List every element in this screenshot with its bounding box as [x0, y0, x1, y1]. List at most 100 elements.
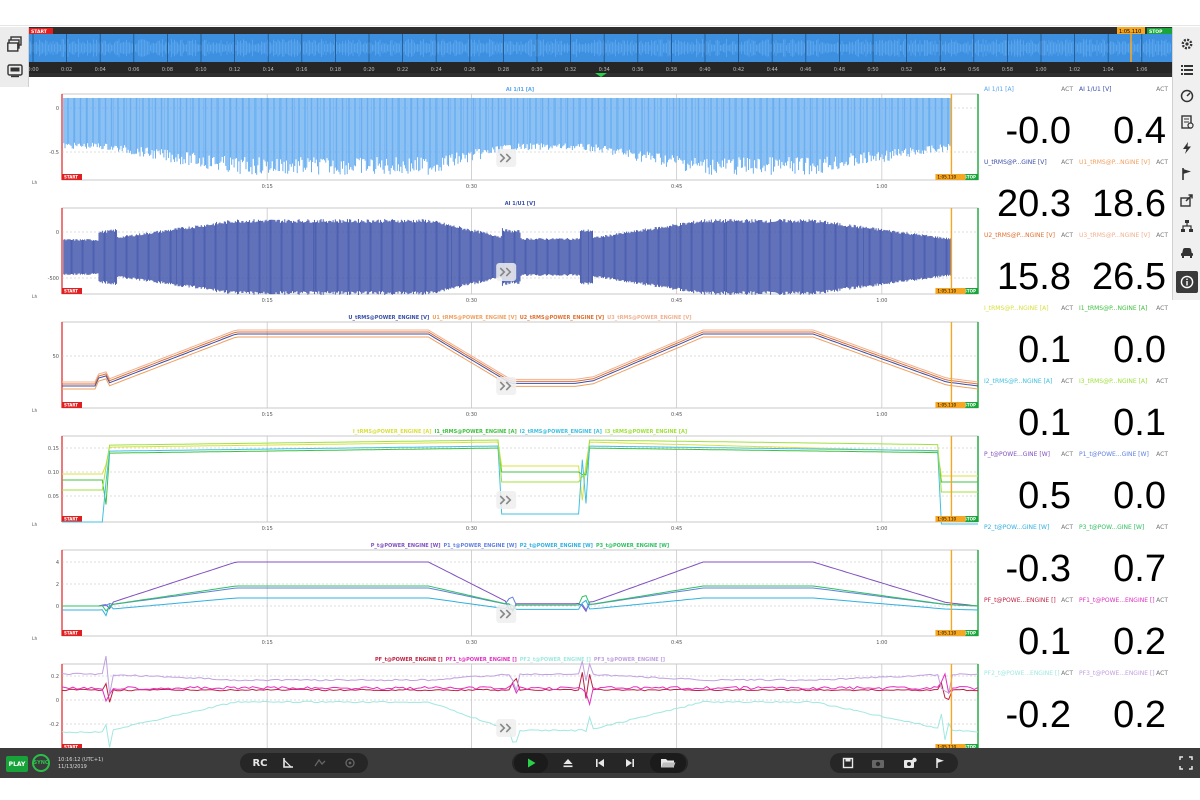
- cursor-flag[interactable]: [935, 288, 966, 294]
- value-cell[interactable]: I1_tRMS@P...NGINE [A] ACT 0.0: [1077, 303, 1172, 376]
- open-folder-icon[interactable]: [650, 753, 686, 773]
- value-cell[interactable]: PF3_t@POWE...ENGINE [] ACT 0.2: [1077, 668, 1172, 741]
- value-cell[interactable]: PF2_t@POWE...ENGINE [] ACT -0.2: [982, 668, 1077, 741]
- eject-icon[interactable]: [554, 753, 582, 773]
- chevron-panel[interactable]: [496, 377, 517, 395]
- value-cell[interactable]: PF1_t@POWE...ENGINE [] ACT 0.2: [1077, 595, 1172, 668]
- chevron-panel[interactable]: [496, 605, 517, 623]
- layers-icon[interactable]: [4, 33, 25, 55]
- value-cell[interactable]: P1_t@POWE...GINE [W] ACT 0.0: [1077, 449, 1172, 522]
- chart-panel-4[interactable]: 0:15 0:30 0:45 1:00 I_tRMS@POWER_ENGINE [A] I…: [30, 426, 982, 538]
- value-channel-label: PF1_t@POWE...ENGINE []: [1079, 597, 1155, 604]
- car-icon[interactable]: [1176, 241, 1198, 263]
- list-icon[interactable]: [1176, 59, 1198, 81]
- stop-marker[interactable]: [962, 288, 978, 294]
- double-chevron-icon[interactable]: [499, 609, 512, 619]
- value-cell[interactable]: U1_tRMS@P...NGINE [V] ACT 18.6: [1077, 157, 1172, 230]
- cursor-flag[interactable]: [935, 402, 966, 408]
- overview-start-marker[interactable]: [29, 28, 53, 34]
- report-icon[interactable]: [1176, 111, 1198, 133]
- play-button[interactable]: PLAY: [6, 756, 28, 772]
- double-chevron-icon[interactable]: [499, 267, 512, 277]
- chart-panel-1[interactable]: 0:15 0:30 0:45 1:00 AI 1/I1 [A] START STOP Lh 0 -…: [30, 84, 982, 196]
- y-tick-label: -500: [48, 276, 59, 282]
- value-cell[interactable]: I2_tRMS@P...NGINE [A] ACT 0.1: [982, 376, 1077, 449]
- stop-marker[interactable]: [962, 402, 978, 408]
- chart-panel-3[interactable]: 0:15 0:30 0:45 1:00 U_tRMS@POWER_ENGINE [V] U…: [30, 312, 982, 424]
- chart-title: PF_t@POWER_ENGINE [] PF1_t@POWER_ENGINE […: [375, 657, 665, 663]
- cursor-flag[interactable]: [935, 744, 966, 750]
- value-cell[interactable]: P3_t@POW...GINE [W] ACT 0.7: [1077, 522, 1172, 595]
- start-marker[interactable]: [62, 630, 82, 636]
- target-icon[interactable]: [336, 753, 364, 773]
- chart-title-series: AI 1/U1 [V]: [505, 201, 536, 207]
- value-cell[interactable]: AI 1/I1 [A] ACT -0.0: [982, 84, 1077, 157]
- y-unit-label: Lh: [32, 408, 38, 414]
- chart-title-series: I2_tRMS@POWER_ENGINE [A]: [520, 429, 602, 435]
- start-marker[interactable]: [62, 744, 82, 750]
- value-channel-label: I1_tRMS@P...NGINE [A]: [1079, 305, 1148, 312]
- skip-back-icon[interactable]: [586, 753, 614, 773]
- overview-timeline[interactable]: 0:00 0:02 0:04 0:06 0:08 0:10 0:12 0:14 0:16 0:18…: [29, 27, 1172, 77]
- value-cell[interactable]: U3_tRMS@P...NGINE [V] ACT 26.5: [1077, 230, 1172, 303]
- network-icon[interactable]: [1176, 215, 1198, 237]
- marker-flag-icon[interactable]: [926, 753, 954, 773]
- chevron-panel[interactable]: [496, 149, 517, 167]
- value-cell[interactable]: P_t@POWE...GINE [W] ACT 0.5: [982, 449, 1077, 522]
- chart-panel-5[interactable]: 0:15 0:30 0:45 1:00 P_t@POWER_ENGINE [W] P1_t…: [30, 540, 982, 652]
- stop-marker[interactable]: [962, 174, 978, 180]
- double-chevron-icon[interactable]: [499, 723, 512, 733]
- chevron-panel[interactable]: [496, 263, 517, 281]
- chart-panel-6[interactable]: 0:150:300:451:00PF_t@POWER_ENGINE []PF1_…: [30, 654, 982, 766]
- chart-title-series: PF1_t@POWER_ENGINE []: [446, 657, 517, 663]
- start-marker[interactable]: [62, 288, 82, 294]
- value-cell[interactable]: AI 1/U1 [V] ACT 0.4: [1077, 84, 1172, 157]
- save-icon[interactable]: [834, 753, 862, 773]
- lightning-icon[interactable]: [1176, 137, 1198, 159]
- settings-photo-icon[interactable]: [896, 753, 924, 773]
- play-icon[interactable]: [514, 753, 548, 773]
- overview-tick-label: 0:50: [867, 67, 878, 73]
- value-cell[interactable]: U_tRMS@P...GINE [V] ACT 20.3: [982, 157, 1077, 230]
- camera-icon[interactable]: [864, 753, 892, 773]
- chevron-panel[interactable]: [496, 491, 517, 509]
- overview-tick-label: 0:34: [599, 67, 610, 73]
- double-chevron-icon[interactable]: [499, 153, 512, 163]
- start-marker[interactable]: [62, 516, 82, 522]
- fullscreen-icon[interactable]: [1172, 753, 1200, 773]
- start-marker[interactable]: [62, 402, 82, 408]
- chart-panel-2[interactable]: 0:15 0:30 0:45 1:00 AI 1/U1 [V] START STOP Lh 0 -…: [30, 198, 982, 310]
- sync-button[interactable]: SYNC: [32, 754, 50, 772]
- chart-title: U_tRMS@POWER_ENGINE [V] U1_tRMS@POWER_ENG…: [348, 315, 691, 321]
- double-chevron-icon[interactable]: [499, 495, 512, 505]
- gauge-icon[interactable]: [1176, 85, 1198, 107]
- overview-collapse-handle[interactable]: [595, 73, 607, 77]
- cursor-flag[interactable]: [935, 516, 966, 522]
- overview-tick-band: [29, 62, 1172, 73]
- info-icon[interactable]: [1176, 271, 1198, 293]
- overview-stop-marker[interactable]: [1147, 28, 1172, 34]
- skip-forward-icon[interactable]: [616, 753, 644, 773]
- value-cell[interactable]: I3_tRMS@P...NGINE [A] ACT 0.1: [1077, 376, 1172, 449]
- curve-icon[interactable]: [306, 753, 334, 773]
- flag-icon[interactable]: [1176, 163, 1198, 185]
- rc-button[interactable]: RC: [252, 757, 268, 769]
- cursor-flag[interactable]: [935, 174, 966, 180]
- recorder-icon[interactable]: [4, 59, 25, 81]
- gear-icon[interactable]: [1176, 33, 1198, 55]
- value-cell[interactable]: I_tRMS@P...NGINE [A] ACT 0.1: [982, 303, 1077, 376]
- stop-marker[interactable]: [962, 744, 978, 750]
- double-chevron-icon[interactable]: [499, 381, 512, 391]
- chart-svg: 0:150:300:451:00PF_t@POWER_ENGINE []PF1_…: [32, 655, 979, 760]
- value-cell[interactable]: PF_t@POWE...ENGINE [] ACT 0.1: [982, 595, 1077, 668]
- stop-marker[interactable]: [962, 516, 978, 522]
- ruler-icon[interactable]: [274, 753, 302, 773]
- value-cell[interactable]: P2_t@POW...GINE [W] ACT -0.3: [982, 522, 1077, 595]
- chevron-panel[interactable]: [496, 719, 517, 737]
- overview-cursor-flag[interactable]: [1117, 27, 1145, 34]
- export-icon[interactable]: [1176, 189, 1198, 211]
- value-cell[interactable]: U2_tRMS@P...NGINE [V] ACT 15.8: [982, 230, 1077, 303]
- cursor-flag[interactable]: [935, 630, 966, 636]
- stop-marker[interactable]: [962, 630, 978, 636]
- start-marker[interactable]: [62, 174, 82, 180]
